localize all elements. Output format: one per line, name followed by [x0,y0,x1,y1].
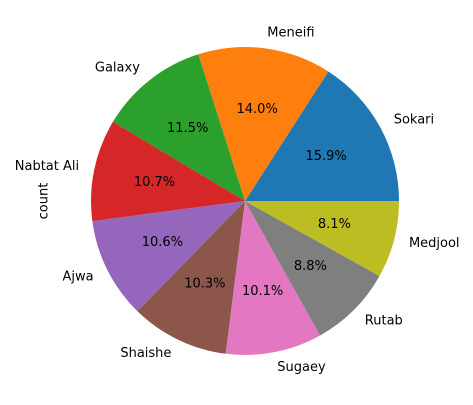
pie-slice-ajwa [92,201,245,312]
category-label-medjool: Medjool [409,236,460,251]
pie-slice-shaishe [137,201,245,354]
pie-slice-meneifi [198,47,329,202]
pie-slice-medjool [245,201,399,277]
percent-label-nabtat-ali: 10.7% [134,175,175,190]
percent-label-rutab: 8.8% [294,259,327,274]
y-axis-label: count [37,183,52,220]
percent-labels: 15.9% 14.0% 11.5% 10.7% 10.6% 10.3% 10.1% 8.8% 8… [134,102,351,299]
category-label-ajwa: Ajwa [62,269,93,284]
category-label-galaxy: Galaxy [95,61,140,76]
category-label-rutab: Rutab [365,313,403,328]
percent-label-galaxy: 11.5% [167,121,208,136]
pie-slice-sugaey [225,201,321,355]
pie-slice-nabtat-ali [90,121,245,222]
pie-slices [90,47,400,355]
percent-label-sokari: 15.9% [305,149,346,164]
pie-slice-rutab [245,201,380,336]
category-label-sugaey: Sugaey [277,360,326,375]
category-labels: Sokari Meneifi Galaxy Nabtat Ali Ajwa Shaishe… [15,26,460,375]
percent-label-ajwa: 10.6% [142,235,183,250]
percent-label-sugaey: 10.1% [242,284,283,299]
pie-slice-sokari [245,71,400,201]
percent-label-shaishe: 10.3% [184,277,225,292]
pie-slice-galaxy [112,54,246,201]
percent-label-meneifi: 14.0% [237,102,278,117]
category-label-nabtat-ali: Nabtat Ali [15,159,79,174]
category-label-shaishe: Shaishe [120,346,171,361]
category-label-meneifi: Meneifi [267,26,314,41]
category-label-sokari: Sokari [394,112,434,127]
percent-label-medjool: 8.1% [318,217,351,232]
